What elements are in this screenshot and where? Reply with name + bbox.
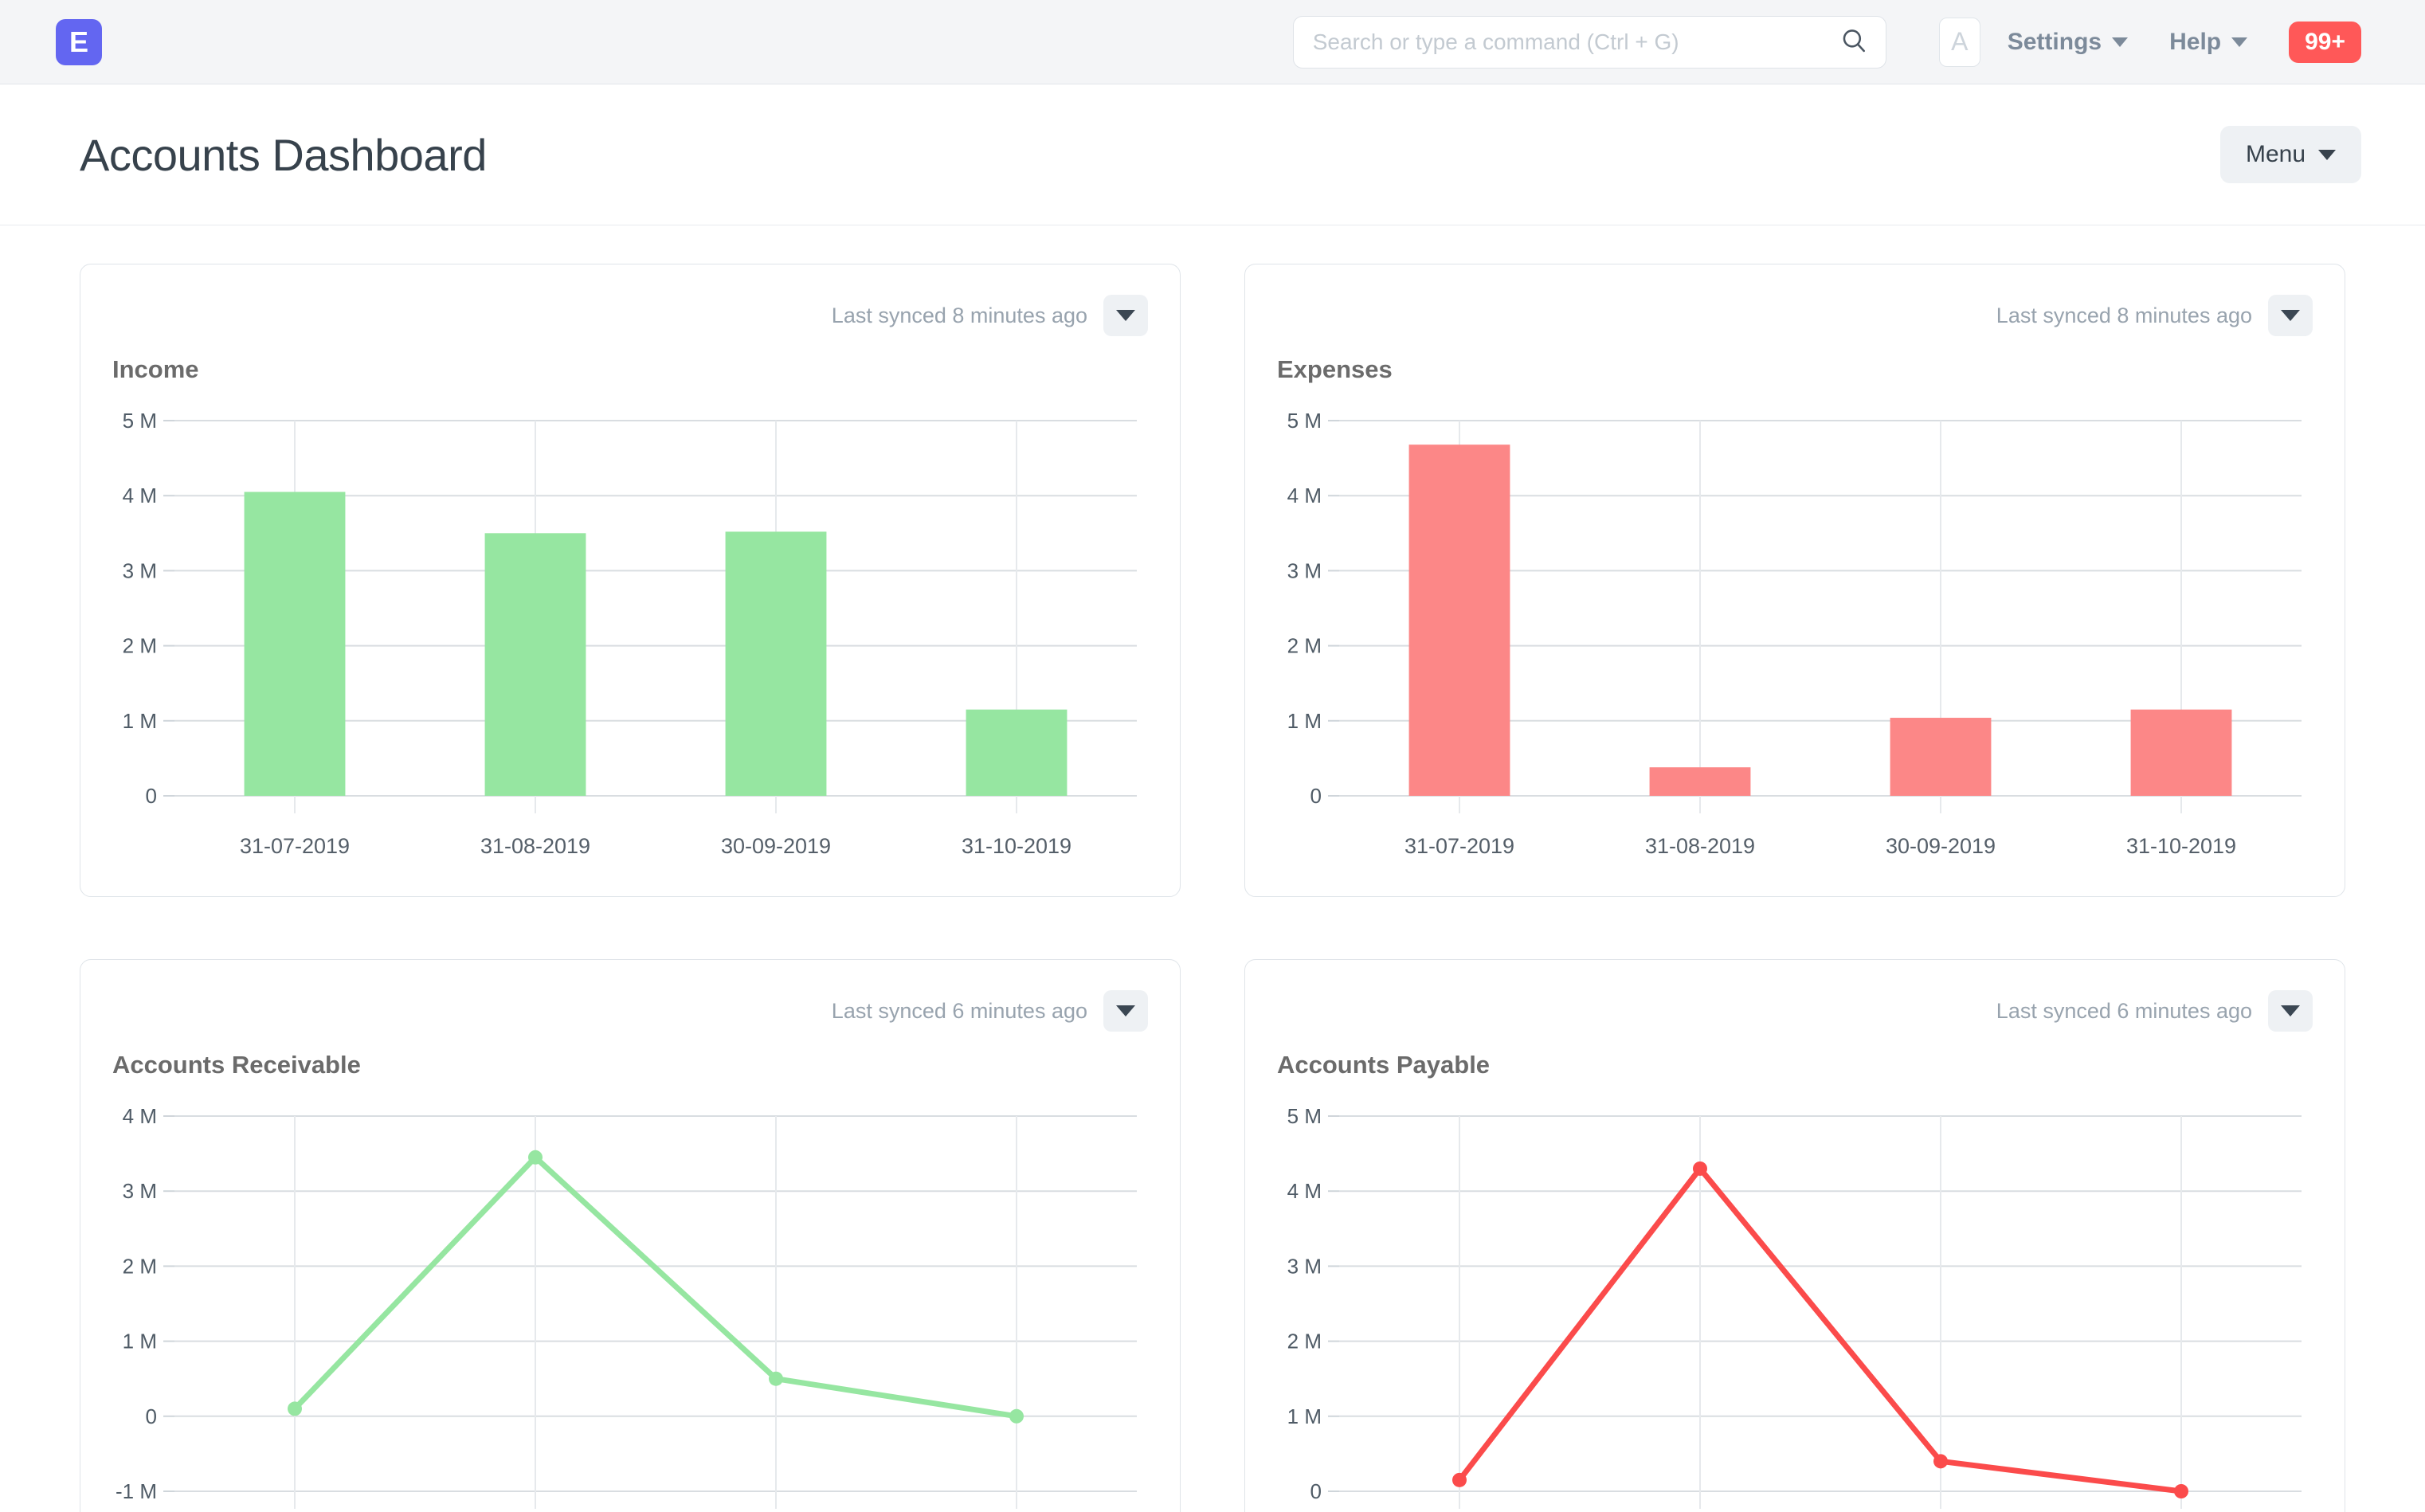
svg-text:31-10-2019: 31-10-2019	[962, 834, 1071, 858]
chart-expenses[interactable]: 0 1 M 2 M 3 M 4 M 5 M 31-07-2019 31-08-2019 30-0…	[1277, 406, 2313, 869]
settings-menu[interactable]: Settings	[2007, 28, 2129, 56]
svg-text:4 M: 4 M	[1287, 1179, 1322, 1203]
svg-text:31-10-2019: 31-10-2019	[2126, 834, 2236, 858]
chart-accounts-receivable[interactable]: -1 M01 M2 M3 M4 M31-07-201931-08-201930-…	[112, 1102, 1148, 1512]
last-synced-label: Last synced 8 minutes ago	[1996, 303, 2252, 327]
chevron-down-icon	[2231, 37, 2248, 47]
card-menu-button[interactable]	[1103, 990, 1148, 1032]
notification-badge[interactable]: 99+	[2289, 21, 2361, 63]
last-synced-label: Last synced 6 minutes ago	[831, 998, 1087, 1023]
chevron-down-icon	[2112, 37, 2129, 47]
svg-text:1 M: 1 M	[123, 709, 157, 733]
chart-card-expenses: Last synced 8 minutes ago Expenses 0 1 M 2…	[1244, 264, 2345, 897]
card-menu-button[interactable]	[2268, 295, 2313, 336]
avatar[interactable]: A	[1938, 17, 1980, 67]
page-header: Accounts Dashboard Menu	[0, 84, 2425, 225]
card-title: Expenses	[1277, 355, 1393, 383]
svg-text:3 M: 3 M	[1287, 558, 1322, 582]
card-title: Income	[112, 355, 199, 383]
page-title: Accounts Dashboard	[80, 129, 487, 180]
card-topbar: Last synced 8 minutes ago	[1277, 293, 2313, 338]
svg-text:1 M: 1 M	[123, 1330, 157, 1353]
svg-text:4 M: 4 M	[123, 484, 157, 507]
svg-text:31-08-2019: 31-08-2019	[480, 834, 590, 858]
chevron-down-icon	[2281, 310, 2300, 321]
menu-button-label: Menu	[2245, 141, 2306, 167]
card-topbar: Last synced 6 minutes ago	[1277, 989, 2313, 1033]
svg-text:2 M: 2 M	[123, 1254, 157, 1278]
chart-card-accounts-payable: Last synced 6 minutes ago Accounts Payab…	[1244, 959, 2345, 1512]
help-label: Help	[2169, 28, 2222, 55]
svg-text:-1 M: -1 M	[116, 1479, 157, 1503]
help-menu[interactable]: Help	[2169, 28, 2248, 56]
search-container	[1292, 15, 1886, 69]
chart-accounts-payable[interactable]: 01 M2 M3 M4 M5 M31-07-201931-08-201930-0…	[1277, 1102, 2313, 1512]
chevron-down-icon	[1116, 310, 1135, 321]
chevron-down-icon	[2318, 149, 2336, 160]
svg-text:2 M: 2 M	[1287, 634, 1322, 658]
svg-text:1 M: 1 M	[1287, 1404, 1322, 1428]
dashboard-grid: Last synced 8 minutes ago Income 0 1 M 2 M…	[0, 225, 2425, 1512]
card-menu-button[interactable]	[1103, 295, 1148, 336]
card-title: Accounts Receivable	[112, 1051, 361, 1079]
card-menu-button[interactable]	[2268, 990, 2313, 1032]
svg-text:30-09-2019: 30-09-2019	[1886, 834, 1996, 858]
card-title: Accounts Payable	[1277, 1051, 1491, 1079]
svg-text:5 M: 5 M	[1287, 1104, 1322, 1128]
app-logo-letter: E	[69, 25, 88, 58]
svg-text:31-07-2019: 31-07-2019	[1404, 834, 1514, 858]
svg-text:2 M: 2 M	[123, 634, 157, 658]
navbar-right-group: A Settings Help 99+	[1292, 15, 2361, 69]
chart-income[interactable]: 0 1 M 2 M 3 M 4 M 5 M 31-07-2019 31-08-2019 30-0…	[112, 406, 1148, 869]
chevron-down-icon	[1116, 1005, 1135, 1016]
search-input[interactable]	[1292, 15, 1886, 69]
svg-text:4 M: 4 M	[1287, 484, 1322, 507]
svg-text:3 M: 3 M	[123, 558, 157, 582]
svg-text:4 M: 4 M	[123, 1104, 157, 1128]
settings-label: Settings	[2007, 28, 2102, 55]
svg-text:30-09-2019: 30-09-2019	[721, 834, 831, 858]
last-synced-label: Last synced 6 minutes ago	[1996, 998, 2252, 1023]
svg-text:1 M: 1 M	[1287, 709, 1322, 733]
card-topbar: Last synced 6 minutes ago	[112, 989, 1148, 1033]
chevron-down-icon	[2281, 1005, 2300, 1016]
svg-text:0: 0	[1310, 1479, 1322, 1503]
svg-text:3 M: 3 M	[1287, 1254, 1322, 1278]
top-navbar: E A Settings Help 99+	[0, 0, 2425, 84]
menu-button[interactable]: Menu	[2219, 126, 2361, 183]
last-synced-label: Last synced 8 minutes ago	[831, 303, 1087, 327]
svg-text:31-08-2019: 31-08-2019	[1645, 834, 1755, 858]
svg-text:31-07-2019: 31-07-2019	[240, 834, 350, 858]
svg-text:3 M: 3 M	[123, 1179, 157, 1203]
chart-card-income: Last synced 8 minutes ago Income 0 1 M 2 M…	[80, 264, 1181, 897]
card-topbar: Last synced 8 minutes ago	[112, 293, 1148, 338]
app-logo[interactable]: E	[56, 18, 102, 65]
svg-text:2 M: 2 M	[1287, 1330, 1322, 1353]
svg-text:5 M: 5 M	[1287, 409, 1322, 433]
svg-text:0: 0	[1310, 784, 1322, 808]
svg-text:5 M: 5 M	[123, 409, 157, 433]
avatar-letter: A	[1951, 27, 1969, 56]
svg-text:0: 0	[146, 1404, 157, 1428]
chart-card-accounts-receivable: Last synced 6 minutes ago Accounts Recei…	[80, 959, 1181, 1512]
svg-text:0: 0	[146, 784, 157, 808]
